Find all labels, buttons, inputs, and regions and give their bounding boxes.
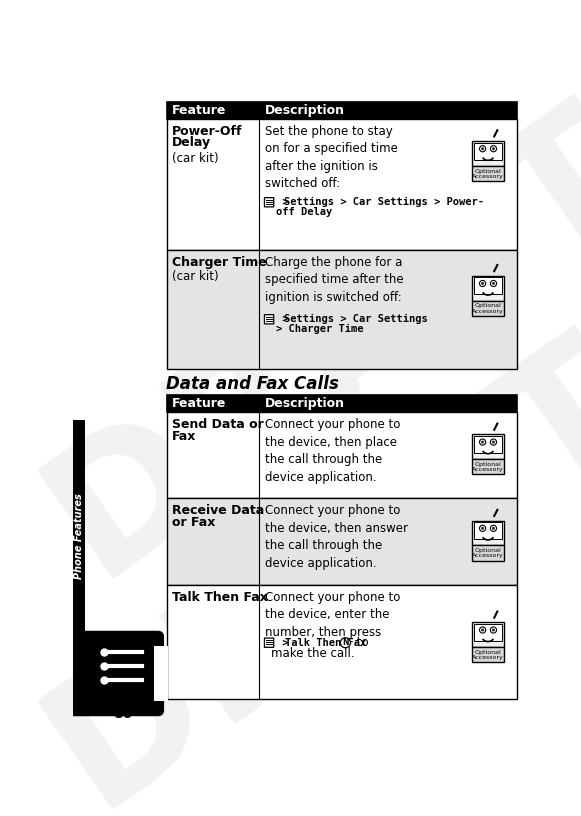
Circle shape bbox=[479, 526, 486, 531]
Text: Delay: Delay bbox=[172, 136, 211, 149]
Circle shape bbox=[481, 441, 484, 444]
Bar bbox=[167, 584, 518, 698]
Bar bbox=[472, 166, 504, 181]
Text: >: > bbox=[275, 197, 295, 207]
Text: Connect your phone to
the device, then answer
the call through the
device applic: Connect your phone to the device, then a… bbox=[265, 504, 408, 570]
Text: Accessory: Accessory bbox=[472, 308, 504, 313]
Text: Fax: Fax bbox=[172, 430, 196, 443]
Bar bbox=[472, 521, 504, 545]
Bar bbox=[472, 647, 504, 663]
Circle shape bbox=[479, 281, 486, 286]
Text: Accessory: Accessory bbox=[472, 655, 504, 660]
Bar bbox=[167, 412, 518, 499]
Circle shape bbox=[492, 441, 495, 444]
Text: or Fax: or Fax bbox=[172, 516, 215, 529]
Text: N: N bbox=[342, 638, 349, 647]
Text: Optional: Optional bbox=[475, 548, 501, 553]
Text: Feature: Feature bbox=[172, 397, 226, 410]
Text: Settings > Car Settings: Settings > Car Settings bbox=[284, 314, 428, 324]
Text: to: to bbox=[353, 636, 369, 650]
Text: Talk Then Fax: Talk Then Fax bbox=[285, 637, 366, 648]
Text: Connect your phone to
the device, enter the
number, then press: Connect your phone to the device, enter … bbox=[265, 591, 400, 639]
Text: Set the phone to stay
on for a specified time
after the ignition is
switched off: Set the phone to stay on for a specified… bbox=[265, 125, 398, 190]
Bar bbox=[472, 276, 504, 300]
Bar bbox=[167, 250, 518, 369]
Bar bbox=[474, 277, 502, 295]
Bar bbox=[154, 646, 168, 701]
Text: make the call.: make the call. bbox=[271, 647, 354, 660]
Text: Optional: Optional bbox=[475, 650, 501, 654]
Bar bbox=[474, 623, 502, 641]
Text: Connect your phone to
the device, then place
the call through the
device applica: Connect your phone to the device, then p… bbox=[265, 419, 400, 484]
Text: off Delay: off Delay bbox=[275, 207, 332, 217]
Bar bbox=[472, 459, 504, 474]
Bar bbox=[474, 436, 502, 453]
Text: Charge the phone for a
specified time after the
ignition is switched off:: Charge the phone for a specified time af… bbox=[265, 255, 403, 304]
Circle shape bbox=[490, 526, 497, 531]
Circle shape bbox=[492, 147, 495, 150]
Text: Charger Time: Charger Time bbox=[172, 255, 267, 268]
FancyBboxPatch shape bbox=[264, 197, 274, 207]
Circle shape bbox=[490, 439, 497, 446]
Text: Power-Off: Power-Off bbox=[172, 125, 242, 138]
Circle shape bbox=[340, 637, 350, 648]
Text: Description: Description bbox=[265, 104, 345, 117]
Text: Optional: Optional bbox=[475, 304, 501, 308]
Bar bbox=[474, 522, 502, 539]
Text: Feature: Feature bbox=[172, 104, 226, 117]
Text: Description: Description bbox=[265, 397, 345, 410]
Bar bbox=[472, 300, 504, 316]
Circle shape bbox=[492, 282, 495, 285]
Text: (car kit): (car kit) bbox=[172, 269, 218, 282]
Circle shape bbox=[481, 282, 484, 285]
Text: Send Data or: Send Data or bbox=[172, 419, 264, 431]
Bar bbox=[73, 419, 85, 652]
Text: DRAFT: DRAFT bbox=[17, 309, 581, 816]
Text: Accessory: Accessory bbox=[472, 553, 504, 558]
FancyBboxPatch shape bbox=[264, 315, 274, 324]
Text: Accessory: Accessory bbox=[472, 174, 504, 179]
Text: DRAFT: DRAFT bbox=[17, 78, 581, 610]
Bar bbox=[167, 395, 518, 412]
Text: Settings > Car Settings > Power-: Settings > Car Settings > Power- bbox=[284, 197, 484, 207]
Text: > Charger Time: > Charger Time bbox=[275, 324, 363, 334]
Circle shape bbox=[490, 627, 497, 633]
Text: Data and Fax Calls: Data and Fax Calls bbox=[166, 375, 339, 393]
Bar bbox=[167, 499, 518, 584]
Circle shape bbox=[479, 146, 486, 152]
Circle shape bbox=[481, 147, 484, 150]
Text: Talk Then Fax: Talk Then Fax bbox=[172, 591, 268, 604]
Bar bbox=[472, 141, 504, 166]
FancyBboxPatch shape bbox=[66, 631, 164, 716]
Text: >: > bbox=[275, 637, 295, 648]
Bar bbox=[472, 623, 504, 647]
Circle shape bbox=[490, 281, 497, 286]
Circle shape bbox=[481, 628, 484, 632]
Text: Phone Features: Phone Features bbox=[74, 493, 84, 579]
Circle shape bbox=[479, 439, 486, 446]
Circle shape bbox=[490, 146, 497, 152]
Text: Optional: Optional bbox=[475, 462, 501, 467]
Circle shape bbox=[479, 627, 486, 633]
Bar bbox=[472, 434, 504, 459]
Circle shape bbox=[492, 527, 495, 530]
Text: >: > bbox=[275, 314, 295, 324]
Bar bbox=[474, 143, 502, 160]
Bar bbox=[472, 545, 504, 561]
Bar bbox=[167, 102, 518, 118]
Text: 80: 80 bbox=[113, 707, 132, 721]
Text: (car kit): (car kit) bbox=[172, 152, 218, 165]
Text: Accessory: Accessory bbox=[472, 467, 504, 472]
Circle shape bbox=[492, 628, 495, 632]
Text: Receive Data: Receive Data bbox=[172, 504, 264, 517]
Text: Optional: Optional bbox=[475, 169, 501, 174]
FancyBboxPatch shape bbox=[264, 638, 274, 647]
Bar bbox=[167, 118, 518, 250]
Circle shape bbox=[481, 527, 484, 530]
